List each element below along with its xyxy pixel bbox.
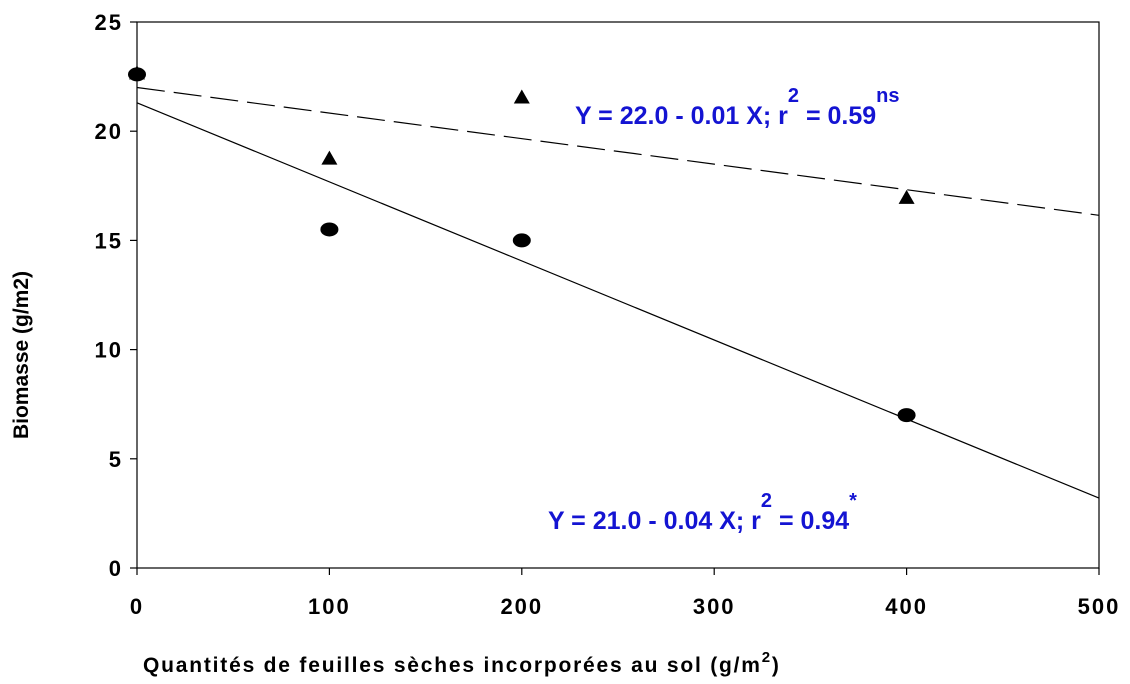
x-tick-label: 0 — [130, 594, 144, 619]
y-tick-label: 15 — [95, 228, 123, 253]
x-tick-label: 500 — [1078, 594, 1121, 619]
triangle-point — [898, 189, 915, 204]
triangle-point — [513, 89, 530, 104]
regression-lines — [136, 86, 1100, 499]
data-points — [128, 65, 916, 423]
x-axis-title: Quantités de feuilles sèches incorporées… — [143, 649, 781, 677]
y-tick-label: 25 — [95, 10, 123, 35]
x-tick-label: 100 — [308, 594, 351, 619]
regression-equation-dashed: Y = 22.0 - 0.01 X; r2 = 0.59ns — [575, 85, 900, 130]
circle-point — [128, 67, 146, 82]
regression-line-solid — [136, 102, 1100, 499]
regression-equation-solid: Y = 21.0 - 0.04 X; r2 = 0.94* — [548, 490, 857, 535]
plot-frame — [136, 21, 1100, 569]
y-tick-label: 20 — [95, 119, 123, 144]
y-tick-label: 5 — [109, 447, 123, 472]
x-tick-label: 400 — [885, 594, 928, 619]
circle-point — [897, 408, 916, 423]
circle-point — [512, 233, 531, 248]
circle-point — [320, 222, 339, 237]
plot-axes — [136, 21, 1100, 569]
y-tick-label: 10 — [95, 338, 123, 363]
tick-group: 0 5 10 15 20 25 0 100 200 300 400 500 — [95, 10, 1121, 619]
triangle-point — [321, 150, 338, 165]
x-tick-label: 200 — [500, 594, 543, 619]
y-tick-label: 0 — [109, 556, 123, 581]
regression-line-dashed — [136, 86, 1100, 216]
y-axis-title: Biomasse (g/m2) — [10, 271, 33, 439]
x-tick-label: 300 — [693, 594, 736, 619]
